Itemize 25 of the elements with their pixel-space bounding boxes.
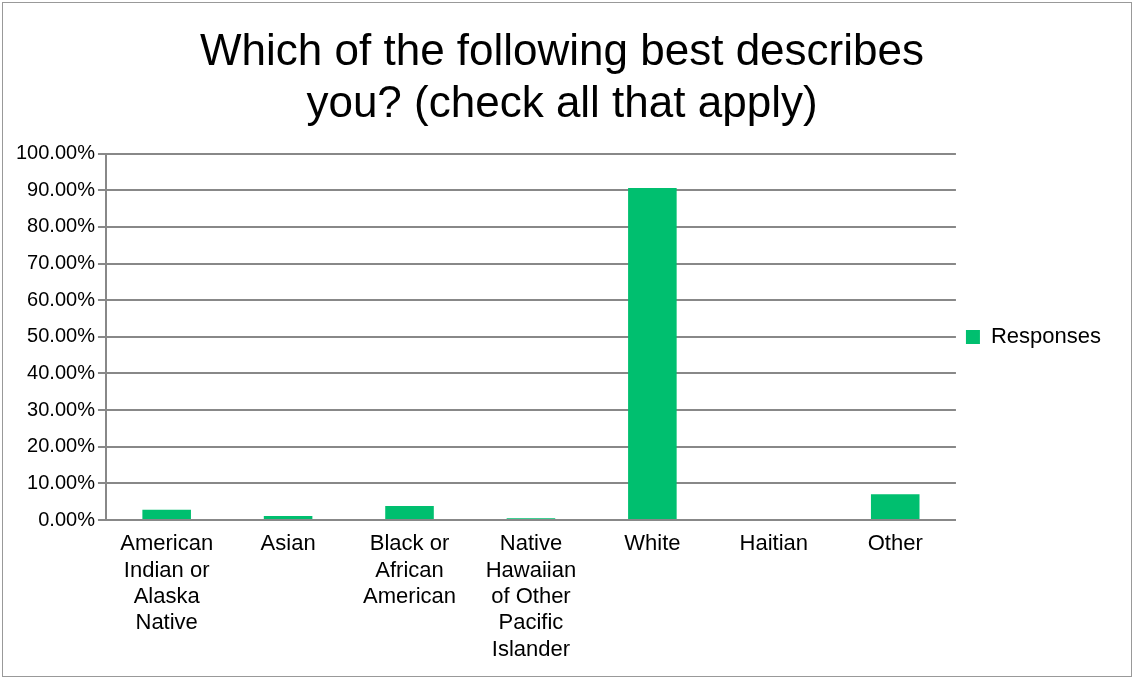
x-tick-label: American Indian or Alaska Native: [120, 530, 214, 635]
x-tick-label: Other: [867, 530, 923, 556]
legend-label: Responses: [990, 323, 1102, 349]
y-tick-label: 30.00%: [27, 397, 96, 420]
y-tick-label: 10.00%: [27, 470, 96, 493]
y-tick-label: 50.00%: [27, 324, 96, 347]
y-tick-label: 60.00%: [27, 287, 96, 310]
y-tick-label: 40.00%: [27, 360, 96, 383]
y-tick-label: 100.00%: [15, 141, 96, 164]
y-tick-label: 20.00%: [27, 434, 96, 457]
x-tick-label: White: [624, 530, 681, 556]
chart-title: Which of the following best describes you? (check all that apply): [200, 24, 924, 127]
y-tick-label: 70.00%: [27, 251, 96, 274]
bar: [385, 506, 434, 519]
y-tick-label: 0.00%: [38, 507, 96, 530]
bar: [263, 515, 313, 519]
x-tick-label: Native Hawaiian of Other Pacific Islander: [485, 530, 577, 661]
bar: [142, 509, 191, 519]
x-tick-label: Haitian: [739, 530, 809, 556]
y-tick-label: 80.00%: [27, 214, 96, 237]
bar: [870, 494, 920, 519]
y-tick-label: 90.00%: [27, 177, 96, 200]
x-tick-label: Asian: [260, 530, 316, 556]
x-tick-label: Black or African American: [363, 530, 456, 609]
bar: [628, 188, 677, 519]
